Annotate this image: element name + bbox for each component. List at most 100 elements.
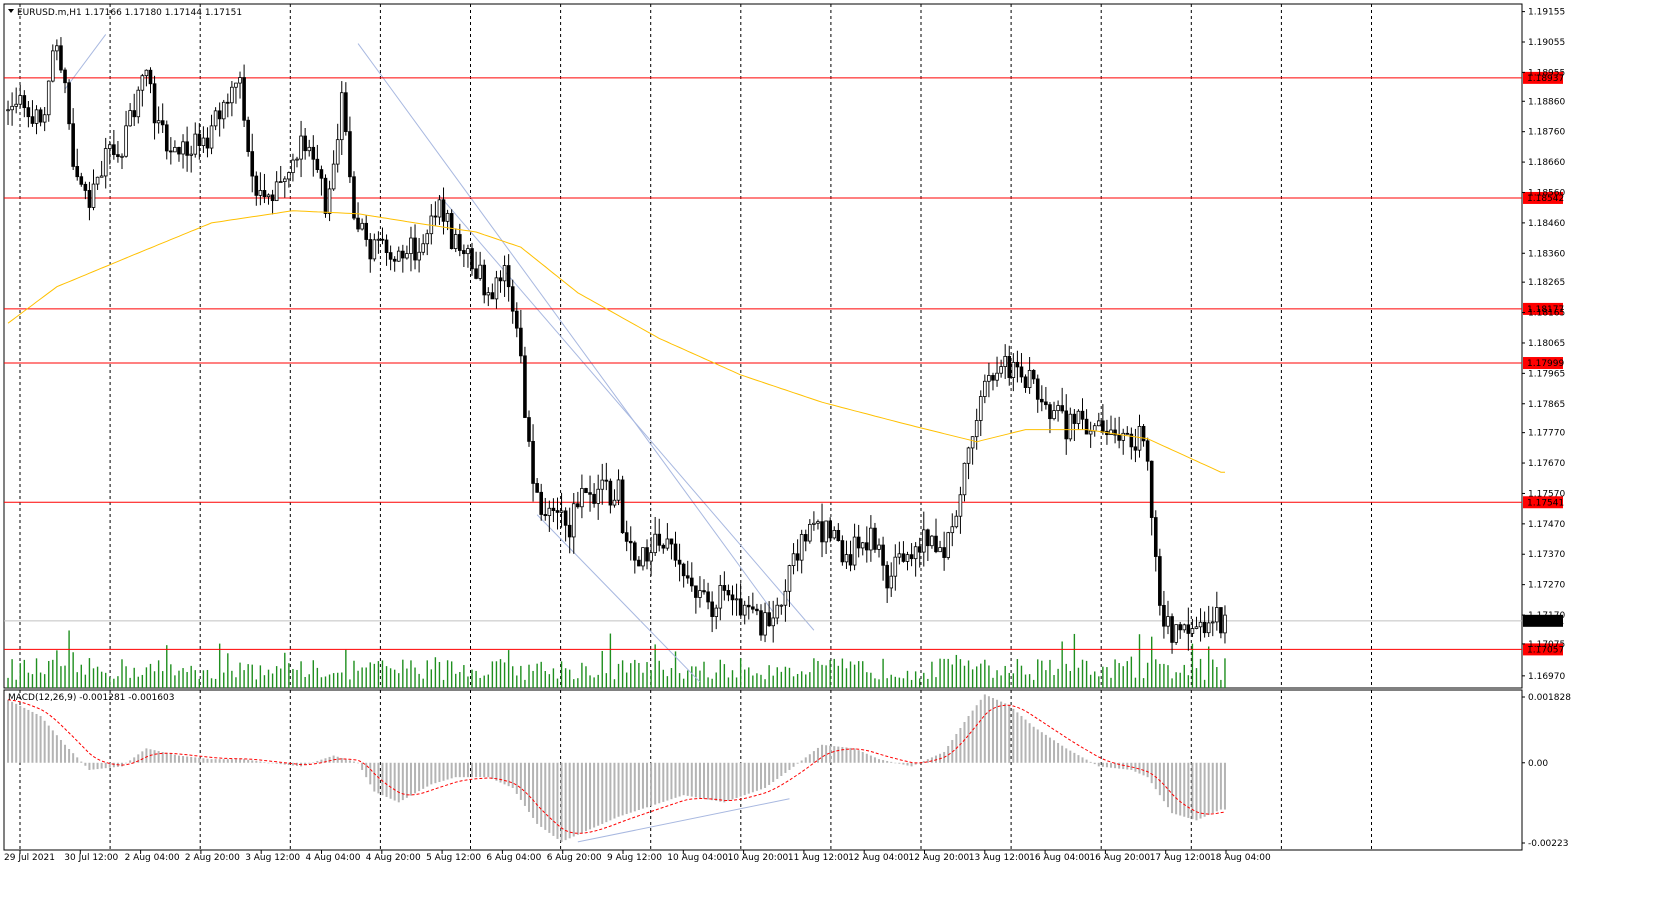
candle-bear xyxy=(482,264,487,296)
volume-bar xyxy=(1028,674,1031,688)
candle-bull xyxy=(950,526,955,534)
macd-bar xyxy=(1081,757,1084,763)
macd-bar xyxy=(979,699,982,763)
volume-bar xyxy=(666,676,669,688)
volume-bar xyxy=(202,670,205,688)
candle-bear xyxy=(1162,605,1166,627)
candle-bull xyxy=(287,172,291,180)
candle-bull xyxy=(331,163,336,190)
candle-bear xyxy=(673,543,678,561)
candle-bull xyxy=(974,420,979,438)
macd-bar xyxy=(808,754,811,763)
candle-bear xyxy=(368,239,373,260)
candle-bear xyxy=(628,540,633,544)
macd-bar xyxy=(357,762,360,764)
macd-bar xyxy=(1142,762,1145,776)
volume-bar xyxy=(479,677,481,688)
macd-bar xyxy=(873,757,876,763)
volume-bar xyxy=(410,660,412,688)
volume-bar xyxy=(1041,660,1043,688)
price-tick-label: 1.18955 xyxy=(1528,68,1565,78)
candle-bull xyxy=(616,479,621,501)
candle-bull xyxy=(571,503,576,538)
macd-bar xyxy=(959,727,962,763)
macd-bar xyxy=(597,762,600,826)
candle-bear xyxy=(730,594,735,601)
volume-bar xyxy=(1122,666,1124,688)
price-tick-label: 1.18860 xyxy=(1528,97,1565,107)
candle-bull xyxy=(995,372,999,381)
candle-bear xyxy=(873,527,877,550)
volume-bar xyxy=(129,677,131,688)
macd-bar xyxy=(747,762,750,794)
candle-bull xyxy=(417,251,421,261)
macd-bar xyxy=(898,762,901,764)
volume-bar xyxy=(845,668,848,688)
volume-bar xyxy=(316,667,319,688)
macd-bar xyxy=(483,762,486,778)
macd-bar xyxy=(601,762,604,824)
volume-bar xyxy=(1118,663,1120,688)
volume-bar xyxy=(1000,675,1002,688)
macd-bar xyxy=(1101,762,1104,767)
candle-bull xyxy=(213,110,218,127)
macd-bar xyxy=(475,762,478,778)
volume-bar xyxy=(109,677,111,688)
candle-bear xyxy=(510,286,515,312)
macd-bar xyxy=(1065,748,1068,763)
volume-bar xyxy=(581,662,583,688)
volume-bar xyxy=(483,675,485,688)
volume-bar xyxy=(540,661,542,688)
volume-bar xyxy=(56,650,58,688)
macd-bar xyxy=(727,762,730,801)
candle-bear xyxy=(755,608,759,612)
volume-bar xyxy=(577,678,579,688)
level-tag xyxy=(1523,191,1563,204)
macd-bar xyxy=(584,762,587,832)
macd-bar xyxy=(389,762,392,799)
current-price-tag xyxy=(1523,614,1563,627)
candle-bear xyxy=(706,591,710,603)
volume-bar xyxy=(996,670,998,688)
time-tick-label: 18 Aug 04:00 xyxy=(1210,853,1271,863)
macd-bar xyxy=(271,762,274,764)
candle-bear xyxy=(474,268,478,279)
macd-bar xyxy=(800,760,803,763)
macd-bar xyxy=(629,762,632,813)
volume-bar xyxy=(255,679,258,688)
macd-bar xyxy=(328,756,331,763)
macd-bar xyxy=(104,762,107,769)
macd-bar xyxy=(59,739,62,763)
volume-bar xyxy=(971,669,974,688)
macd-bar xyxy=(173,754,176,763)
volume-bar xyxy=(31,674,34,688)
time-tick-label: 30 Jul 12:00 xyxy=(64,853,118,863)
candle-bull xyxy=(612,499,617,506)
macd-bar xyxy=(1195,762,1198,821)
candle-bull xyxy=(987,375,991,382)
candle-bear xyxy=(1170,616,1174,643)
macd-bar xyxy=(670,762,673,800)
dropdown-icon[interactable] xyxy=(8,9,14,13)
volume-bar xyxy=(1187,675,1190,688)
volume-bar xyxy=(487,674,489,688)
macd-bar xyxy=(340,757,343,763)
volume-bar xyxy=(223,672,225,688)
macd-bar xyxy=(674,762,677,798)
macd-bar xyxy=(552,762,555,836)
volume-bar xyxy=(1037,659,1039,688)
volume-bar xyxy=(438,661,441,688)
candle-bear xyxy=(59,45,63,71)
volume-bar xyxy=(227,653,229,688)
volume-bar xyxy=(27,672,30,688)
candle-bull xyxy=(409,237,413,254)
candle-bear xyxy=(319,169,324,179)
candle-bear xyxy=(1133,446,1138,451)
volume-bar xyxy=(910,679,913,688)
volume-bar xyxy=(560,661,563,688)
macd-bar xyxy=(161,751,164,763)
volume-bar xyxy=(1089,674,1092,688)
level-tag xyxy=(1523,643,1563,656)
candle-bull xyxy=(437,199,442,218)
volume-bar xyxy=(475,670,477,688)
